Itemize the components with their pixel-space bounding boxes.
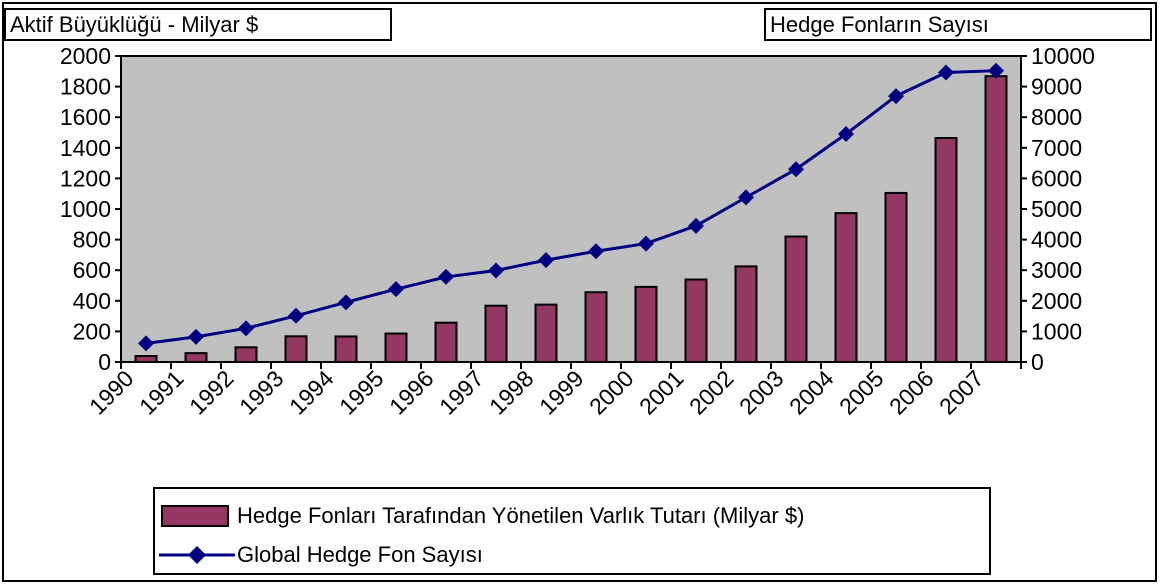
plot-area xyxy=(120,55,1022,363)
left-tick-label: 0 xyxy=(98,349,111,375)
line-point xyxy=(138,335,154,352)
right-tick-label: 6000 xyxy=(1031,165,1082,191)
x-tick-label: 1992 xyxy=(184,365,239,420)
legend-bar-label: Hedge Fonları Tarafından Yönetilen Varlı… xyxy=(237,503,805,528)
line-point xyxy=(188,328,204,345)
line-point xyxy=(738,189,754,206)
right-tick-label: 4000 xyxy=(1031,227,1082,253)
bar xyxy=(434,321,458,363)
legend: Hedge Fonları Tarafından Yönetilen Varlı… xyxy=(153,487,991,575)
bar xyxy=(684,278,708,363)
x-tick-label: 2002 xyxy=(684,365,739,420)
line-point xyxy=(888,88,904,105)
bar xyxy=(384,332,408,363)
right-axis-title: Hedge Fonların Sayısı xyxy=(764,8,1152,41)
left-tick-label: 400 xyxy=(73,288,111,314)
right-tick-label: 3000 xyxy=(1031,257,1082,283)
right-tick-label: 2000 xyxy=(1031,288,1082,314)
x-tick-label: 1991 xyxy=(134,365,189,420)
x-tick-label: 1998 xyxy=(484,365,539,420)
legend-bar-swatch xyxy=(161,505,229,527)
left-tick-label: 600 xyxy=(73,257,111,283)
right-tick-label: 1000 xyxy=(1031,318,1082,344)
left-axis-title: Aktif Büyüklüğü - Milyar $ xyxy=(4,8,392,41)
x-tick-label: 1999 xyxy=(534,365,589,420)
bar xyxy=(834,212,858,363)
bar xyxy=(184,352,208,364)
bar xyxy=(784,235,808,363)
right-tick-label: 10000 xyxy=(1031,43,1095,69)
x-tick-label: 1995 xyxy=(334,365,389,420)
line-point xyxy=(588,243,604,260)
right-tick-label: 7000 xyxy=(1031,135,1082,161)
bar xyxy=(534,303,558,363)
bar xyxy=(284,335,308,363)
line-point xyxy=(638,235,654,252)
line-point xyxy=(838,126,854,143)
x-axis: 1990199119921993199419951996199719981999… xyxy=(84,362,1022,420)
bar xyxy=(584,291,608,363)
right-axis: 0 1000 2000 3000 4000 5000 6000 7000 8000 9000 100… xyxy=(1021,43,1095,375)
x-tick-label: 2005 xyxy=(834,365,889,420)
right-tick-label: 0 xyxy=(1031,349,1044,375)
legend-item-line: Global Hedge Fon Sayısı xyxy=(155,540,989,570)
x-tick-label: 2004 xyxy=(784,365,839,420)
legend-line-label: Global Hedge Fon Sayısı xyxy=(237,542,483,567)
right-tick-label: 5000 xyxy=(1031,196,1082,222)
line-point xyxy=(988,62,1004,79)
line-point xyxy=(438,268,454,285)
line-point xyxy=(688,217,704,234)
bar-series xyxy=(134,75,1008,364)
right-tick-label: 9000 xyxy=(1031,74,1082,100)
x-tick-label: 2003 xyxy=(734,365,789,420)
line-point xyxy=(388,281,404,298)
bar xyxy=(734,265,758,363)
left-tick-label: 1600 xyxy=(60,104,111,130)
left-tick-label: 1400 xyxy=(60,135,111,161)
left-axis: 0 200 400 600 800 1000 1200 1400 1600 1800 2000 xyxy=(60,43,121,375)
legend-item-bars: Hedge Fonları Tarafından Yönetilen Varlı… xyxy=(155,501,989,531)
x-tick-label: 1990 xyxy=(84,365,139,420)
left-tick-label: 2000 xyxy=(60,43,111,69)
bar xyxy=(984,75,1008,363)
left-tick-label: 1200 xyxy=(60,165,111,191)
line-series-path xyxy=(145,69,997,345)
bar xyxy=(484,304,508,364)
line-point xyxy=(238,320,254,337)
left-tick-label: 1000 xyxy=(60,196,111,222)
x-tick-label: 1994 xyxy=(284,365,339,420)
legend-line-swatch xyxy=(159,546,235,564)
left-tick-label: 1800 xyxy=(60,74,111,100)
x-tick-label: 1996 xyxy=(384,365,439,420)
line-point xyxy=(938,64,954,81)
bar xyxy=(134,355,158,363)
line-point xyxy=(338,294,354,311)
x-tick-label: 1993 xyxy=(234,365,289,420)
bar xyxy=(634,285,658,364)
line-point xyxy=(488,262,504,279)
right-tick-label: 8000 xyxy=(1031,104,1082,130)
x-tick-label: 2000 xyxy=(584,365,639,420)
left-tick-label: 200 xyxy=(73,318,111,344)
x-tick-label: 2007 xyxy=(934,365,989,420)
line-series-markers xyxy=(138,62,1004,352)
line-point xyxy=(538,252,554,269)
x-tick-label: 2006 xyxy=(884,365,939,420)
left-tick-label: 800 xyxy=(73,227,111,253)
line-point xyxy=(788,161,804,178)
x-tick-label: 2001 xyxy=(634,365,689,420)
bar xyxy=(934,137,958,363)
bar xyxy=(334,335,358,364)
bar xyxy=(234,346,258,364)
line-point xyxy=(288,307,304,324)
bar xyxy=(884,191,908,363)
x-tick-label: 1997 xyxy=(434,365,489,420)
